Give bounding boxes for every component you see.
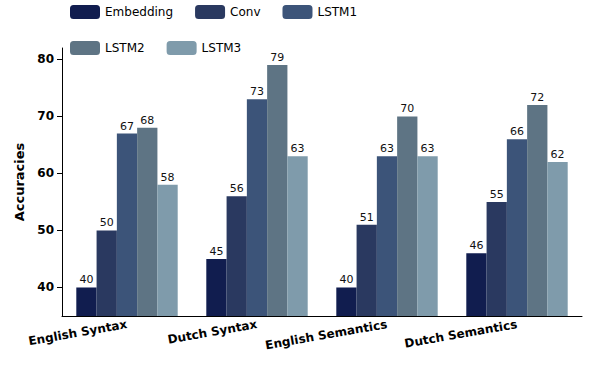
- svg-text:58: 58: [161, 171, 175, 184]
- svg-text:40: 40: [339, 273, 353, 286]
- svg-text:Conv: Conv: [230, 5, 260, 19]
- svg-text:LSTM2: LSTM2: [105, 41, 145, 55]
- svg-text:55: 55: [490, 188, 504, 201]
- svg-text:51: 51: [360, 211, 374, 224]
- svg-text:68: 68: [140, 114, 154, 127]
- svg-text:63: 63: [380, 142, 394, 155]
- svg-text:72: 72: [530, 91, 544, 104]
- svg-text:English Semantics: English Semantics: [264, 317, 388, 352]
- svg-text:56: 56: [230, 182, 244, 195]
- svg-text:73: 73: [250, 85, 264, 98]
- svg-text:LSTM1: LSTM1: [317, 5, 357, 19]
- svg-text:70: 70: [37, 109, 54, 123]
- svg-text:46: 46: [469, 239, 483, 252]
- svg-text:40: 40: [79, 273, 93, 286]
- svg-text:62: 62: [551, 148, 565, 161]
- svg-text:40: 40: [37, 280, 54, 294]
- svg-text:50: 50: [37, 223, 54, 237]
- svg-text:Accuracies: Accuracies: [12, 142, 27, 221]
- svg-text:66: 66: [510, 125, 524, 138]
- svg-text:67: 67: [120, 120, 134, 133]
- svg-text:79: 79: [270, 51, 284, 64]
- svg-text:70: 70: [400, 102, 414, 115]
- svg-text:45: 45: [209, 245, 223, 258]
- svg-text:Dutch Syntax: Dutch Syntax: [167, 317, 259, 347]
- svg-text:LSTM3: LSTM3: [202, 41, 242, 55]
- svg-text:Embedding: Embedding: [105, 5, 173, 19]
- svg-text:63: 63: [421, 142, 435, 155]
- svg-text:60: 60: [37, 166, 54, 180]
- svg-text:Dutch Semantics: Dutch Semantics: [403, 317, 518, 351]
- svg-text:80: 80: [37, 52, 54, 66]
- svg-text:English Syntax: English Syntax: [27, 317, 128, 348]
- svg-text:63: 63: [291, 142, 305, 155]
- svg-text:50: 50: [100, 216, 114, 229]
